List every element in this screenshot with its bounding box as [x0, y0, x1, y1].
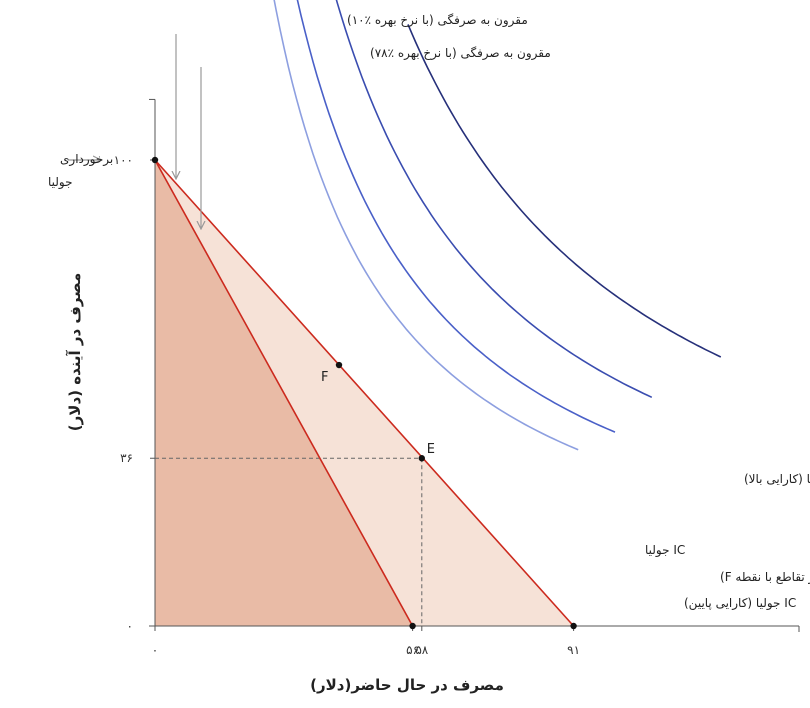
budget-line-0 — [154, 159, 414, 627]
endowment-label-line1: برخورداری — [60, 152, 113, 167]
point-e — [418, 455, 425, 462]
point-f — [335, 361, 343, 369]
x-tick-label-1: ۵۶ — [406, 643, 419, 657]
ic-label-f: IC جولیا (در تقاطع با نقطه F) — [720, 570, 810, 585]
x-tick-label-2: ۵۸ — [415, 643, 428, 657]
budget-label-10-percent: مقرون به صرفگی (با نرخ بهره ٪۱۰) — [347, 13, 528, 28]
endowment-label-line2: جولیا — [48, 175, 73, 190]
budget-intercept-point-1 — [570, 622, 577, 630]
ic-label-high: IC جولیا (کارایی بالا) — [744, 472, 810, 487]
indifference-curve-0 — [407, 24, 722, 358]
y-axis-title: مصرف در آینده (دلار) — [66, 273, 84, 431]
x-axis-title: مصرف در حال حاضر(دلار) — [310, 676, 504, 694]
points: FE — [151, 156, 577, 630]
budget-lines — [154, 159, 575, 627]
point-label-e: E — [427, 442, 435, 457]
y-tick-label-0: ۰ — [127, 619, 133, 633]
y-tick-label-2: ۱۰۰ — [114, 153, 133, 167]
indifference-curve-3 — [273, 0, 579, 451]
budget-intercept-point-0 — [409, 622, 416, 630]
indifference-curve-2 — [296, 0, 616, 433]
indifference-curve-1 — [335, 0, 653, 399]
ic-label-low: IC جولیا (کارایی پایین) — [684, 596, 796, 611]
ic-label-mid: IC جولیا — [645, 543, 685, 558]
budget-line-1 — [154, 159, 575, 627]
x-tick-label-0: ۰ — [152, 643, 158, 657]
indifference-curves — [273, 0, 722, 451]
budget-label-78-percent: مقرون به صرفگی (با نرخ بهره ٪۷۸) — [370, 46, 551, 61]
x-tick-label-3: ۹۱ — [567, 643, 580, 657]
y-tick-label-1: ۳۶ — [120, 451, 133, 465]
endowment-point — [151, 156, 159, 164]
point-label-f: F — [321, 370, 328, 385]
